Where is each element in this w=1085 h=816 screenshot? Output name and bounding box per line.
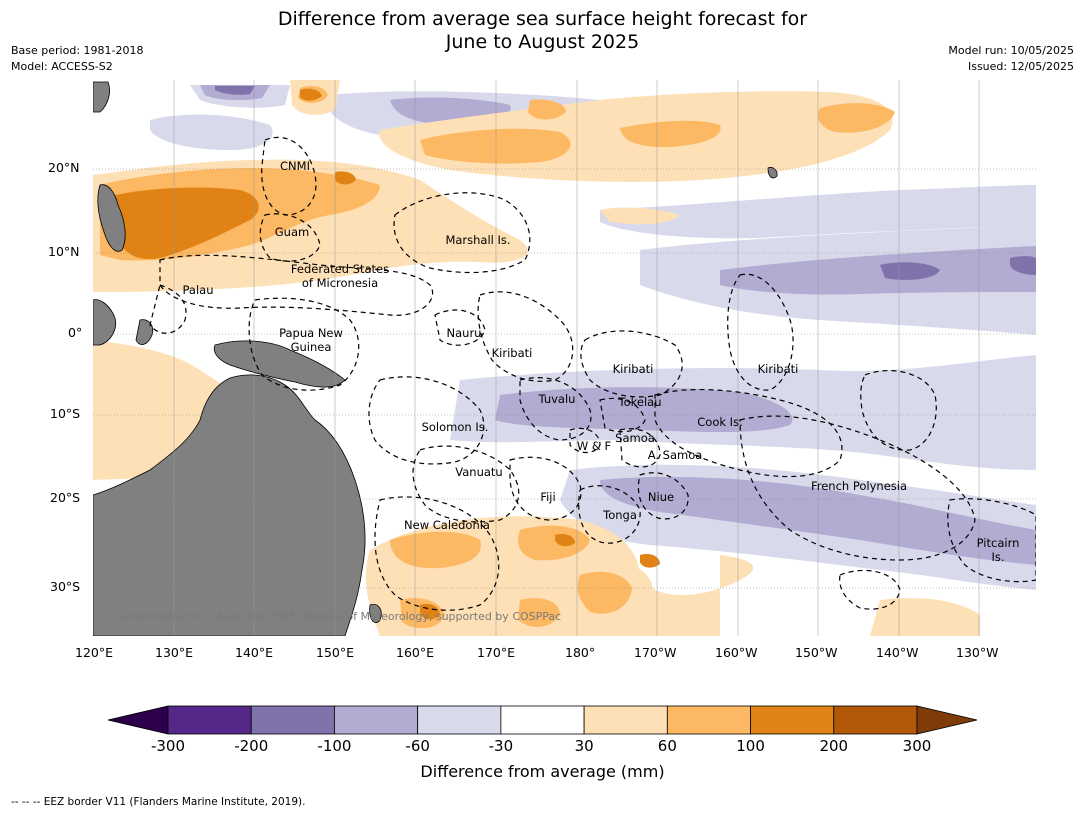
lon-label-150w: 150°W (795, 645, 838, 660)
gridlines (93, 168, 1036, 589)
colorbar-tick-label: -100 (317, 737, 352, 755)
place-label: Vanuatu (455, 465, 503, 479)
base-period: Base period: 1981-2018 (11, 44, 144, 57)
sulawesi (135, 319, 154, 345)
place-label: Niue (647, 490, 675, 504)
colorbar-tick-label: 30 (574, 737, 594, 755)
anomaly-purple (215, 86, 1036, 280)
place-label: Fiji (540, 490, 556, 504)
lon-label-180: 180° (565, 645, 596, 660)
lon-label-130w: 130°W (956, 645, 999, 660)
colorbar-segment (583, 705, 668, 735)
colorbar-extend-low (107, 705, 169, 735)
place-label: Kiribati (612, 362, 654, 376)
lon-label-140e: 140°E (235, 645, 274, 660)
new-zealand (369, 603, 382, 623)
meridians (173, 80, 980, 636)
place-label: Cook Is. (697, 415, 743, 429)
colorbar-tick-label: -300 (150, 737, 186, 755)
lon-label-140w: 140°W (876, 645, 919, 660)
lat-label-20s: 20°S (50, 490, 81, 505)
lat-label-30s: 30°S (50, 579, 81, 594)
place-label: W & F (576, 439, 612, 453)
colorbar (107, 705, 978, 735)
colorbar-tick-label: -60 (405, 737, 430, 755)
colorbar-tick-label: 300 (902, 737, 932, 755)
anomaly-orange (115, 88, 660, 620)
chart-title: Difference from average sea surface heig… (0, 8, 1085, 54)
place-label: Solomon Is. (421, 420, 489, 434)
colorbar-tick-label: -30 (488, 737, 514, 755)
place-label: Guam (274, 225, 310, 239)
place-label: Tuvalu (538, 392, 576, 406)
place-label: New Caledonia (404, 518, 490, 532)
place-label: Samoa (615, 431, 655, 445)
colorbar-segment (334, 705, 419, 735)
lon-label-170e: 170°E (477, 645, 516, 660)
meta-left: Base period: 1981-2018 Model: ACCESS-S2 (11, 43, 143, 75)
lon-label-170w: 170°W (634, 645, 677, 660)
colorbar-title: Difference from average (mm) (420, 762, 665, 781)
colorbar-tick-label: 100 (736, 737, 765, 755)
colorbar-tick-label: 60 (657, 737, 677, 755)
colorbar-tick-label: -200 (234, 737, 269, 755)
map-area (93, 80, 1036, 636)
copyright-note: © Commonwealth of Australia 2025, Bureau… (98, 610, 562, 623)
australia (93, 374, 366, 636)
lon-label-120e: 120°E (75, 645, 114, 660)
colorbar-segment (750, 705, 835, 735)
place-label: Palau (182, 283, 214, 297)
place-label: French Polynesia (810, 479, 908, 493)
philippines (97, 184, 126, 252)
eez-borders (149, 136, 1036, 611)
place-label: Federated States of Micronesia (290, 262, 390, 290)
place-label: Kiribati (491, 346, 533, 360)
meta-right: Model run: 10/05/2025 Issued: 12/05/2025 (948, 43, 1074, 75)
colorbar-segment (666, 705, 751, 735)
colorbar-extend-high (916, 705, 978, 735)
place-label: Tokelau (618, 395, 662, 409)
colorbar-tick-label: 200 (819, 737, 849, 755)
model-run: Model run: 10/05/2025 (948, 44, 1074, 57)
place-label: Tonga (603, 508, 637, 522)
place-label: Kiribati (757, 362, 799, 376)
hawaii (767, 167, 778, 179)
place-label: CNMI (280, 159, 310, 173)
place-label: Papua New Guinea (279, 326, 343, 354)
place-label: Pitcairn Is. (976, 536, 1020, 564)
colorbar-segment (417, 705, 502, 735)
lat-label-10n: 10°N (48, 244, 80, 259)
lon-label-150e: 150°E (316, 645, 355, 660)
new-guinea (213, 340, 346, 388)
colorbar-segment (833, 705, 918, 735)
lon-label-160w: 160°W (715, 645, 758, 660)
lat-label-0: 0° (68, 325, 83, 340)
colorbar-segment (500, 705, 585, 735)
land-masses (93, 81, 778, 636)
taiwan-japan (93, 81, 110, 113)
colorbar-segment (167, 705, 252, 735)
colorbar-segment (250, 705, 335, 735)
place-label: Nauru (446, 326, 482, 340)
borneo (93, 299, 117, 346)
issued-date: Issued: 12/05/2025 (967, 60, 1074, 73)
lon-label-130e: 130°E (155, 645, 194, 660)
eez-legend-note: -- -- -- EEZ border V11 (Flanders Marine… (11, 796, 306, 808)
place-label: Marshall Is. (445, 233, 511, 247)
place-label: A. Samoa (647, 448, 703, 462)
title-line-1: Difference from average sea surface heig… (277, 8, 808, 30)
lat-label-10s: 10°S (50, 406, 81, 421)
lon-label-160e: 160°E (396, 645, 435, 660)
lat-label-20n: 20°N (48, 160, 80, 175)
title-line-2: June to August 2025 (445, 31, 640, 53)
model-name: Model: ACCESS-S2 (11, 60, 113, 73)
